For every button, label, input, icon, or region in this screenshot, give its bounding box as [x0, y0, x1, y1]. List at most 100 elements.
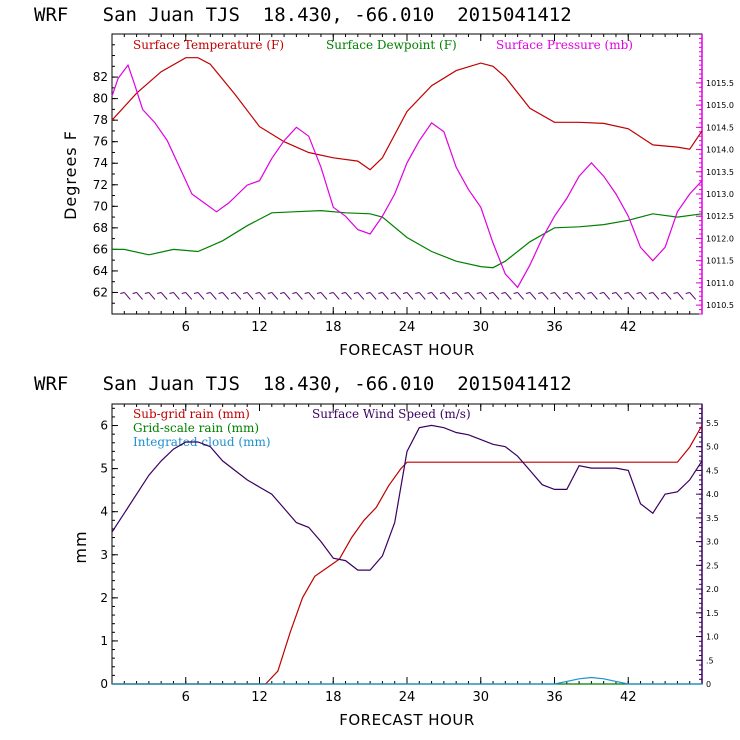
surface-pressure-mb-line — [111, 63, 703, 289]
wind-barb — [345, 292, 352, 300]
x-axis-label: FORECAST HOUR — [339, 711, 475, 729]
wind-barb-flag — [525, 291, 531, 294]
wind-barb-flag — [624, 291, 629, 294]
wind-barb — [517, 292, 525, 300]
wind-barb — [689, 292, 697, 300]
y-tick-label: 80 — [93, 92, 108, 106]
legend-gridscale-rain: Grid-scale rain (mm) — [133, 421, 259, 435]
wind-barb-flag — [538, 291, 543, 294]
wind-barb — [136, 292, 143, 300]
wind-barb-flag — [661, 291, 666, 294]
wind-barb — [504, 292, 512, 300]
wind-barb — [295, 292, 303, 300]
wind-barbs — [120, 291, 697, 300]
wind-barb-flag — [218, 291, 223, 294]
wind-barb — [209, 292, 217, 300]
wind-barb-flag — [279, 291, 285, 294]
wind-barb — [148, 292, 156, 300]
wind-barb-flag — [439, 291, 444, 294]
x-tick-label: 6 — [182, 320, 190, 335]
wind-barb-flag — [685, 291, 690, 294]
y2-tick-label: 3.5 — [706, 514, 719, 523]
temperature-panel: WRF San Juan TJS 18.430, -66.010 2015041… — [34, 4, 734, 359]
y-tick-label: 4 — [100, 505, 108, 519]
y2-tick-label: 1014.0 — [706, 146, 734, 155]
x-tick-label: 42 — [620, 690, 637, 705]
wind-barb — [369, 292, 377, 300]
wind-barb — [566, 292, 574, 300]
wind-barb-flag — [255, 291, 260, 294]
wind-barb — [259, 292, 266, 300]
y-tick-label: 82 — [93, 70, 108, 84]
wind-barb-flag — [562, 291, 567, 294]
wind-barb — [394, 292, 402, 300]
y2-tick-label: 4.5 — [706, 466, 719, 475]
y-tick-label: 66 — [93, 242, 108, 256]
wind-barb-flag — [292, 291, 297, 294]
wind-barb-flag — [574, 291, 580, 294]
wind-barb — [222, 292, 230, 300]
y2-tick-label: 1015.5 — [706, 79, 734, 88]
y-tick-label: 6 — [100, 419, 108, 433]
wind-barb-flag — [169, 291, 174, 294]
y2-tick-label: 1011.0 — [706, 279, 734, 288]
x-axis-label: FORECAST HOUR — [339, 341, 475, 359]
wind-barb-flag — [120, 291, 125, 294]
wind-barb-flag — [501, 291, 506, 294]
x-tick-label: 36 — [546, 320, 563, 335]
sub-grid-rain-mm-line — [112, 425, 703, 685]
wind-barb — [197, 292, 205, 300]
legend-surface-pressure: Surface Pressure (mb) — [496, 38, 633, 52]
wind-barb — [382, 292, 389, 300]
y-tick-label: 62 — [93, 285, 108, 299]
wind-barb — [677, 292, 684, 300]
y-tick-label: 64 — [93, 264, 108, 278]
wind-barb-flag — [673, 291, 678, 294]
y2-tick-label: 3.0 — [706, 538, 719, 547]
y2-axis-ticks: 0 .5 1.0 1.5 2.0 2.5 3.0 3.5 4.0 4.5 5.0 5.5 — [696, 403, 719, 689]
wind-barb — [468, 292, 475, 300]
y-tick-label: 5 — [100, 462, 108, 476]
y2-tick-label: 1015.0 — [706, 101, 734, 110]
y-axis-label: Degrees F — [61, 130, 80, 220]
y-tick-label: 1 — [100, 634, 108, 648]
wind-barb — [418, 292, 426, 300]
wind-barb-flag — [476, 291, 481, 294]
wind-barb — [529, 292, 537, 300]
wind-barb-flag — [366, 291, 371, 294]
x-axis-ticks: 6 12 18 24 30 36 42 — [123, 404, 691, 705]
wind-barb-flag — [316, 291, 322, 294]
wind-barb — [173, 292, 180, 300]
legend-surface-temperature: Surface Temperature (F) — [133, 38, 284, 52]
y2-tick-label: 5.0 — [706, 443, 719, 452]
wind-barb — [283, 292, 291, 300]
x-axis-ticks: 6 12 18 24 30 36 42 — [123, 34, 691, 335]
legend-wind-speed: Surface Wind Speed (m/s) — [312, 407, 471, 421]
x-tick-label: 18 — [325, 320, 342, 335]
y-tick-label: 70 — [93, 199, 108, 213]
wind-barb-flag — [636, 291, 641, 294]
wind-barb — [431, 292, 438, 300]
panel-title: WRF San Juan TJS 18.430, -66.010 2015041… — [34, 4, 572, 26]
legend-subgrid-rain: Sub-grid rain (mm) — [133, 407, 250, 421]
y2-tick-label: 1011.5 — [706, 257, 734, 266]
x-tick-label: 24 — [399, 690, 416, 705]
y2-tick-label: 1012.5 — [706, 212, 734, 221]
panel-title: WRF San Juan TJS 18.430, -66.010 2015041… — [34, 373, 572, 395]
y-tick-label: 2 — [100, 591, 108, 605]
wind-barb — [185, 292, 193, 300]
x-tick-label: 30 — [472, 690, 489, 705]
wind-barb-flag — [132, 291, 137, 294]
wind-barb — [590, 292, 598, 300]
wind-barb-flag — [550, 291, 555, 294]
legend-surface-dewpoint: Surface Dewpoint (F) — [326, 38, 457, 52]
wind-barb — [455, 292, 463, 300]
y-axis-ticks: 62 64 66 68 70 72 74 76 78 80 82 — [93, 33, 118, 315]
y2-tick-label: 1.5 — [706, 609, 719, 618]
y-tick-label: 3 — [100, 548, 108, 562]
wind-barb-flag — [452, 291, 457, 294]
x-tick-label: 24 — [399, 320, 416, 335]
wind-barb — [160, 292, 168, 300]
y2-tick-label: 1012.0 — [706, 234, 734, 243]
wind-barb-flag — [304, 291, 309, 294]
